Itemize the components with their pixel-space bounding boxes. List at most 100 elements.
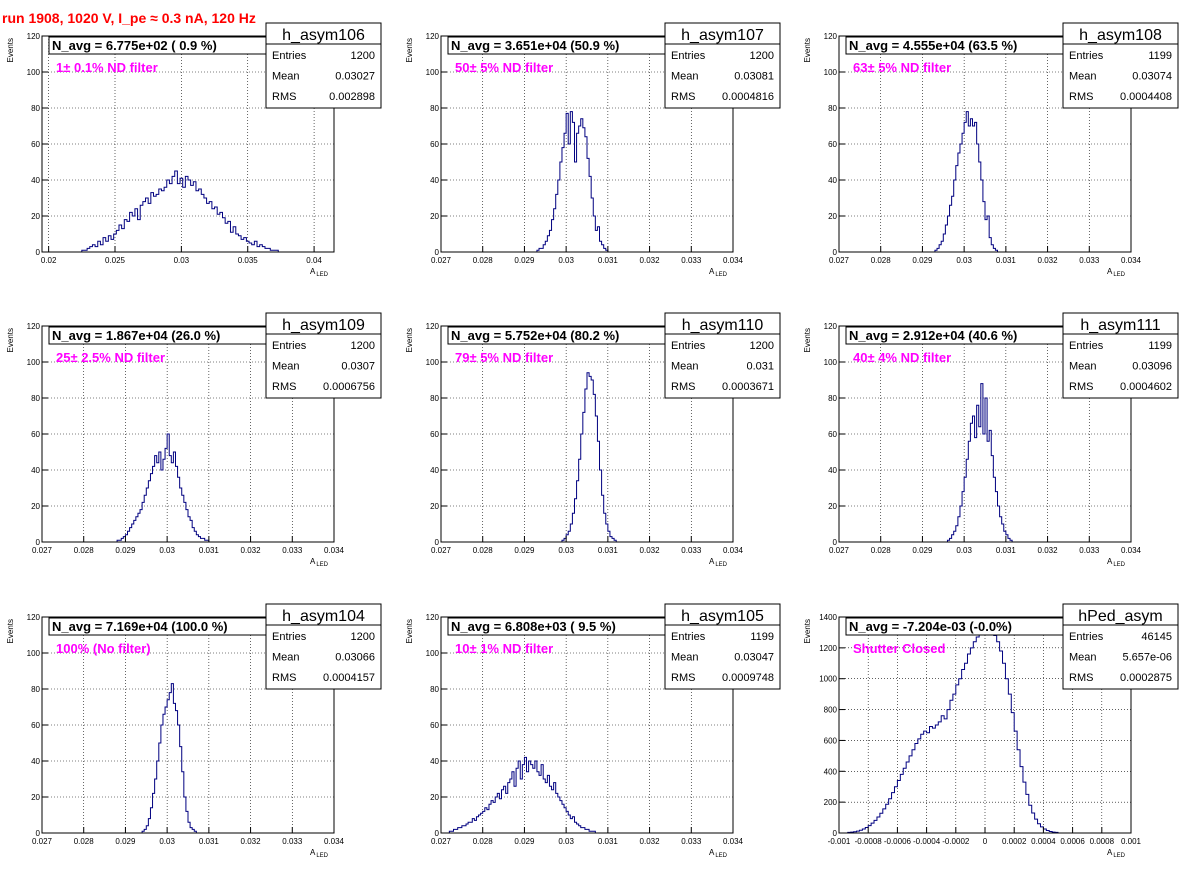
x-tick-label: 0.034 [723,546,744,555]
x-tick-label: 0.029 [115,837,136,846]
histogram-bars [946,383,1013,542]
histogram-panel-h_asym106: 0.02 0.025 0.03 0.035 0.04 0 20 40 60 80 100 120 Eve… [6,22,382,278]
y-tick-label: 20 [31,502,40,511]
stats-key: Mean [671,361,699,373]
histogram-name: h_asym109 [282,317,365,334]
histogram-bars [141,683,197,833]
histogram-name: h_asym107 [681,27,764,44]
x-tick-label: 0.027 [829,546,850,555]
stats-key: Mean [272,361,300,373]
histogram-name: h_asym104 [282,608,365,625]
histogram-panel-h_asym104: 0.027 0.028 0.029 0.03 0.031 0.032 0.033 0.034 0… [6,603,382,859]
y-tick-label: 100 [426,68,440,77]
x-tick-label: 0.029 [514,546,535,555]
histogram-name: h_asym110 [682,317,764,334]
n-avg-label: N_avg = 5.752e+04 (80.2 %) [451,328,619,343]
x-tick-label: 0.034 [723,256,744,265]
n-avg-label: N_avg = 6.775e+02 ( 0.9 %) [52,38,217,53]
x-tick-label: 0.028 [74,546,95,555]
x-tick-label: 0.034 [1121,546,1142,555]
stats-value: 1200 [750,50,774,62]
x-tick-label: 0.033 [681,837,702,846]
x-axis-title: ALED [1107,557,1126,568]
y-tick-label: 0 [833,538,838,547]
x-tick-label: 0.027 [431,256,452,265]
stats-box [265,603,382,690]
x-tick-label: 0.027 [32,837,53,846]
y-tick-label: 120 [27,32,41,41]
x-tick-label: 0.032 [640,256,661,265]
y-tick-label: 60 [828,140,837,149]
y-tick-label: 120 [27,322,41,331]
y-tick-label: 100 [426,358,440,367]
y-tick-label: 400 [824,767,838,776]
y-tick-label: 60 [31,140,40,149]
n-avg-label: N_avg = 1.867e+04 (26.0 %) [52,328,220,343]
stats-box [1062,312,1179,399]
y-tick-label: 120 [426,613,440,622]
x-tick-label: 0.035 [238,256,259,265]
x-tick-label: 0.028 [473,256,494,265]
y-tick-label: 800 [824,706,838,715]
x-tick-label: 0.027 [32,546,53,555]
y-tick-label: 100 [824,358,838,367]
y-tick-label: 0 [435,248,440,257]
stats-value: 0.0004602 [1120,381,1172,393]
stats-key: Mean [1069,71,1097,83]
x-tick-label: 0.032 [241,837,262,846]
x-tick-label: 0.027 [431,837,452,846]
stats-value: 0.0009748 [722,672,774,684]
histogram-bars [116,433,210,542]
y-tick-label: 1400 [819,613,837,622]
stats-key: Mean [272,71,300,83]
y-tick-label: 1200 [819,644,837,653]
y-tick-label: 80 [828,394,837,403]
filter-annotation: 40± 4% ND filter [853,350,951,365]
y-tick-label: 80 [31,685,40,694]
x-tick-label: 0.03 [558,546,574,555]
stats-value: 0.03081 [734,71,774,83]
y-axis-title: Events [405,38,414,62]
stats-key: Entries [1069,50,1104,62]
filter-annotation: 50± 5% ND filter [455,60,553,75]
y-tick-label: 40 [31,757,40,766]
stats-value: 46145 [1141,631,1172,643]
x-axis-title: ALED [709,848,728,859]
n-avg-label: N_avg = -7.204e-03 (-0.0%) [849,619,1012,634]
stats-value: 0.03066 [335,652,375,664]
stats-value: 1199 [1148,50,1172,62]
y-tick-label: 60 [430,140,439,149]
y-tick-label: 120 [824,322,838,331]
x-tick-label: 0.031 [199,837,220,846]
y-tick-label: 120 [426,322,440,331]
x-tick-label: 0.033 [681,546,702,555]
x-tick-label: 0.03 [956,546,972,555]
y-tick-label: 100 [27,649,41,658]
y-tick-label: 60 [430,430,439,439]
y-tick-label: 20 [31,212,40,221]
y-axis-title: Events [405,619,414,643]
stats-box [664,603,781,690]
stats-key: Entries [272,631,307,643]
x-axis-title: ALED [310,848,329,859]
x-tick-label: 0.034 [324,837,345,846]
y-tick-label: 80 [31,104,40,113]
x-tick-label: 0.032 [1038,256,1059,265]
x-tick-label: 0.031 [598,837,619,846]
x-tick-label: 0.031 [598,256,619,265]
x-tick-label: 0.02 [41,256,57,265]
stats-value: 0.0006756 [323,381,375,393]
y-tick-label: 80 [828,104,837,113]
y-tick-label: 20 [828,502,837,511]
stats-value: 1200 [351,631,375,643]
stats-key: RMS [671,91,695,103]
histogram-name: h_asym111 [1080,317,1160,334]
y-tick-label: 80 [430,104,439,113]
y-tick-label: 40 [828,466,837,475]
y-tick-label: 40 [430,466,439,475]
stats-value: 0.0003671 [722,381,774,393]
n-avg-label: N_avg = 4.555e+04 (63.5 %) [849,38,1017,53]
n-avg-label: N_avg = 2.912e+04 (40.6 %) [849,328,1017,343]
y-tick-label: 120 [824,32,838,41]
